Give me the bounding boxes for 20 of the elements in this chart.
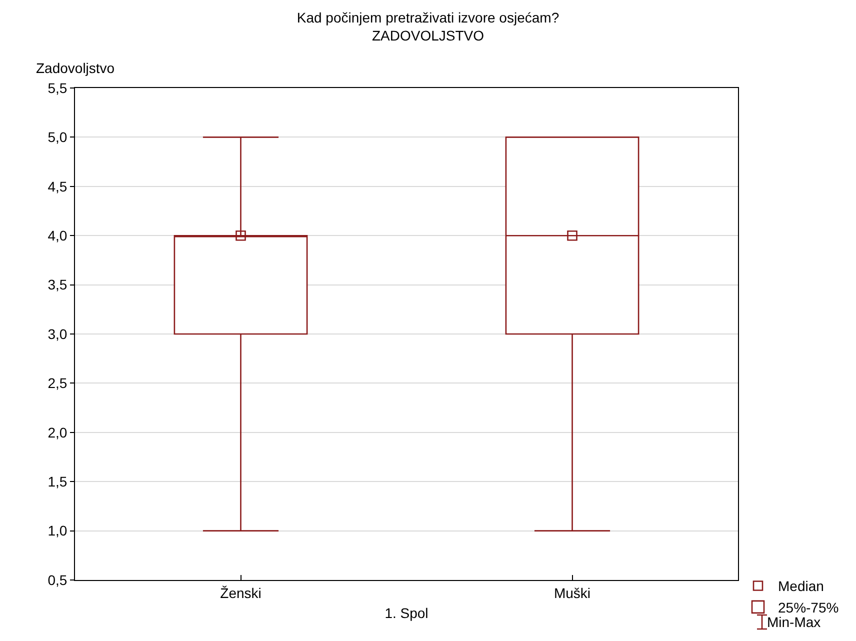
chart-subtitle: ZADOVOLJSTVO bbox=[372, 28, 484, 44]
y-tick-label: 5,0 bbox=[48, 129, 68, 146]
y-tick-label: 3,0 bbox=[48, 326, 68, 342]
y-tick-label: 2,0 bbox=[48, 424, 68, 440]
y-tick-label: 4,0 bbox=[48, 228, 68, 244]
y-tick-label: 0,5 bbox=[48, 572, 68, 588]
y-axis-title: Zadovoljstvo bbox=[36, 60, 115, 76]
y-tick-label: 4,5 bbox=[48, 178, 68, 194]
x-tick-label: Muški bbox=[554, 584, 591, 601]
x-axis-title: 1. Spol bbox=[384, 605, 428, 622]
chart-title: Kad počinjem pretraživati izvore osjećam? bbox=[296, 9, 560, 26]
y-tick-label: 1,0 bbox=[48, 522, 68, 539]
y-tick-label: 2,5 bbox=[48, 375, 68, 392]
y-tick-label: 1,5 bbox=[48, 474, 68, 490]
x-tick-label: Ženski bbox=[220, 584, 262, 601]
legend-label: 25%-75% bbox=[778, 599, 839, 616]
text: Min-Max bbox=[767, 614, 821, 630]
legend-label: Median bbox=[778, 578, 824, 594]
y-tick-label: 3,5 bbox=[48, 276, 68, 293]
y-tick-label: 5,5 bbox=[48, 80, 68, 96]
